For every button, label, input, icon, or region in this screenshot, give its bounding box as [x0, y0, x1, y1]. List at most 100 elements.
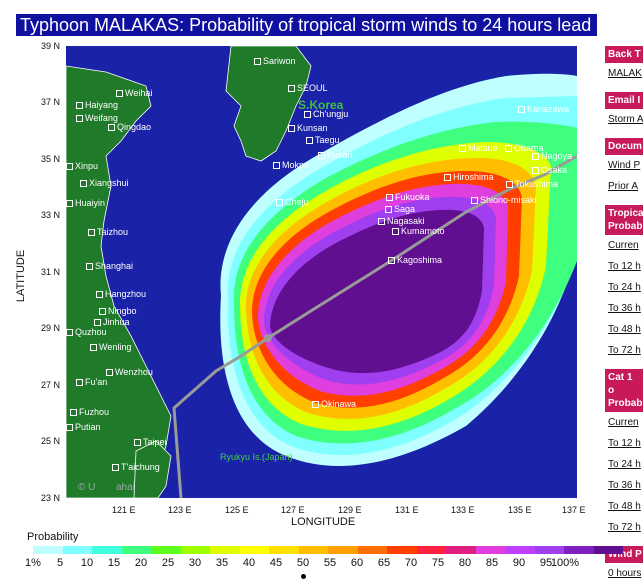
place-label: Xiangshui [80, 178, 129, 188]
place-label: Pusan [318, 150, 353, 160]
place-label: Weihai [116, 88, 152, 98]
legend-label: 45 [269, 557, 283, 569]
sidebar-link-cat1-36h[interactable]: To 36 h [608, 480, 641, 491]
y-tick: 31 N [40, 267, 60, 277]
x-tick: 123 E [168, 505, 192, 515]
legend-swatch [33, 546, 63, 554]
sidebar-link-prior[interactable]: Prior A [608, 181, 639, 192]
copyright-text: © U [78, 482, 96, 493]
legend-swatch [92, 546, 122, 554]
legend-color-bar [33, 546, 623, 554]
sidebar-link-wind-prob[interactable]: Wind P [608, 160, 641, 171]
legend-label: 70 [404, 557, 418, 569]
place-label: Taizhou [88, 227, 128, 237]
x-tick: 125 E [225, 505, 249, 515]
place-label: Nagoya [532, 151, 572, 161]
place-label: SEOUL [288, 83, 328, 93]
storm-position-marker[interactable] [264, 334, 272, 342]
legend-swatch [151, 546, 181, 554]
place-label: Ningbo [99, 306, 137, 316]
sidebar-heading-email: Email I [605, 92, 643, 109]
legend-label: 80 [458, 557, 472, 569]
sidebar-link-current[interactable]: Curren [608, 240, 639, 251]
place-label: Hiroshima [444, 172, 494, 182]
place-label: Tokushima [506, 179, 558, 189]
place-label: Osaka [532, 165, 567, 175]
legend-label: 50 [296, 557, 310, 569]
place-label: Shiono-misaki [471, 195, 537, 205]
place-label: Kumamoto [392, 226, 445, 236]
region-label-ryukyu: Ryukyu Is.(Japan) [220, 452, 293, 462]
sidebar-link-72h[interactable]: To 72 h [608, 345, 641, 356]
place-label: Shanghai [86, 261, 133, 271]
place-label: T'aichung [112, 462, 160, 472]
y-axis-title: LATITUDE [15, 249, 28, 303]
legend-label: 5 [56, 557, 64, 569]
legend-swatch [180, 546, 210, 554]
place-label: Cheju [276, 197, 309, 207]
legend-label: 65 [377, 557, 391, 569]
title-bar: Typhoon MALAKAS: Probability of tropical… [0, 0, 643, 38]
y-tick: 39 N [40, 41, 60, 51]
legend-label: 75 [431, 557, 445, 569]
y-tick: 27 N [40, 380, 60, 390]
legend-label: 100% [550, 557, 580, 569]
x-tick: 133 E [451, 505, 475, 515]
legend-label: 40 [242, 557, 256, 569]
place-label: Wenzhou [106, 367, 153, 377]
x-tick: 131 E [395, 505, 419, 515]
sidebar-link-cat1-24h[interactable]: To 24 h [608, 459, 641, 470]
x-tick: 127 E [281, 505, 305, 515]
sidebar-link-cat1-48h[interactable]: To 48 h [608, 501, 641, 512]
legend-swatch [121, 546, 151, 554]
place-label: Huaiyin [66, 198, 105, 208]
place-label: Jinhua [94, 317, 130, 327]
legend-label: 30 [188, 557, 202, 569]
sidebar: Back T MALAK Email I Storm A Docum Wind … [605, 44, 643, 584]
place-label: Hangzhou [96, 289, 146, 299]
page-title: Typhoon MALAKAS: Probability of tropical… [16, 14, 598, 36]
place-label: Kunsan [288, 123, 328, 133]
legend-swatch [475, 546, 505, 554]
storm-track [172, 154, 577, 498]
sidebar-link-0-hours[interactable]: 0 hours [608, 568, 642, 579]
legend-label: 20 [134, 557, 148, 569]
place-label: Putian [66, 422, 101, 432]
x-tick: 137 E [562, 505, 586, 515]
sidebar-link-cat1-12h[interactable]: To 12 h [608, 438, 641, 449]
legend-label: 10 [80, 557, 94, 569]
legend-label: 25 [161, 557, 175, 569]
place-label: Saga [385, 204, 415, 214]
map-panel[interactable]: S.Korea Ryukyu Is.(Japan) © U ahai Sariw… [66, 46, 577, 498]
legend-swatch [416, 546, 446, 554]
sidebar-link-24h[interactable]: To 24 h [608, 282, 641, 293]
sidebar-link-36h[interactable]: To 36 h [608, 303, 641, 314]
sidebar-link-cat1-current[interactable]: Curren [608, 417, 639, 428]
sidebar-link-cat1-72h[interactable]: To 72 h [608, 522, 641, 533]
legend-label: 90 [512, 557, 526, 569]
legend-swatch [357, 546, 387, 554]
place-label: Nagasaki [378, 216, 425, 226]
x-tick: 129 E [338, 505, 362, 515]
copyright-text-tail: ahai [116, 482, 135, 493]
place-label: Okinawa [312, 399, 356, 409]
map-canvas [66, 46, 577, 498]
probability-swath [220, 73, 577, 467]
legend-swatch [593, 546, 623, 554]
sidebar-heading-tropical: Tropica Probab [605, 205, 643, 235]
sidebar-link-malakas[interactable]: MALAK [608, 68, 642, 79]
place-label: Wenling [90, 342, 131, 352]
sidebar-link-12h[interactable]: To 12 h [608, 261, 641, 272]
sidebar-heading-documentation: Docum [605, 138, 643, 155]
place-label: Ch'ungju [304, 109, 348, 119]
sidebar-link-storm-alert[interactable]: Storm A [608, 114, 643, 125]
sidebar-link-48h[interactable]: To 48 h [608, 324, 641, 335]
legend-swatch [239, 546, 269, 554]
y-tick: 25 N [40, 436, 60, 446]
slider-dot[interactable] [301, 574, 306, 579]
legend-swatch [387, 546, 417, 554]
place-label: Fu'an [76, 377, 107, 387]
place-label: Taegu [306, 135, 340, 145]
place-label: Haiyang [76, 100, 118, 110]
place-label: Sariwon [254, 56, 296, 66]
